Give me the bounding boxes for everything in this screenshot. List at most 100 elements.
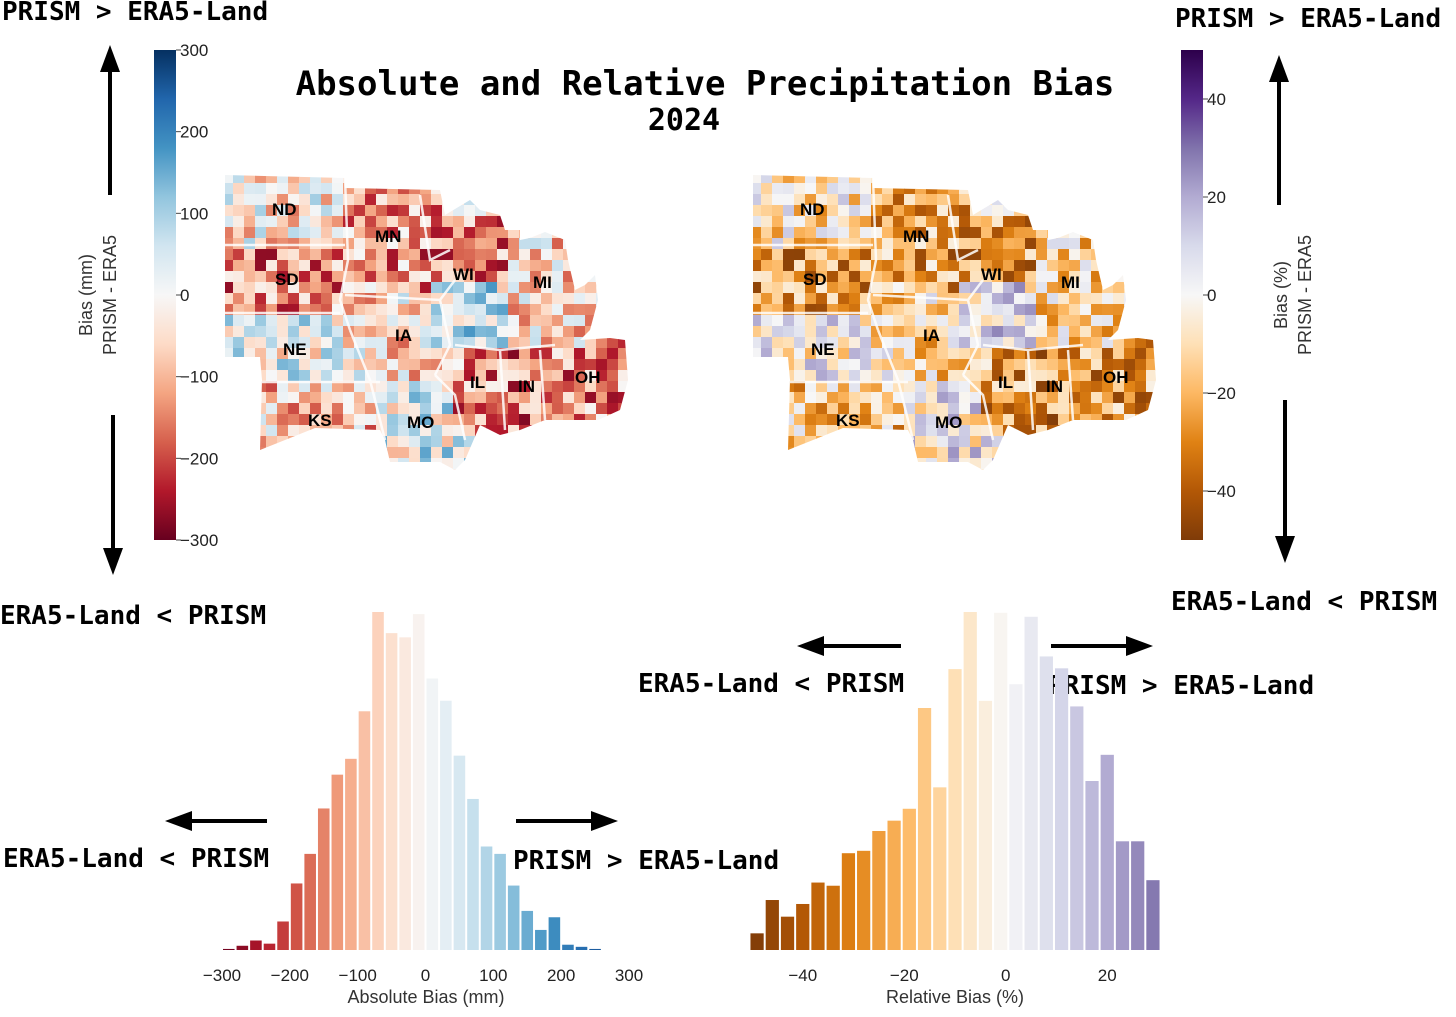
map-cell [354, 381, 366, 393]
map-cell [1036, 205, 1048, 217]
map-cell [299, 205, 311, 217]
map-cell [629, 381, 641, 393]
map-cell [354, 304, 366, 316]
map-cell [1058, 249, 1070, 261]
map-cell [893, 370, 905, 382]
map-cell [607, 381, 619, 393]
map-cell [882, 458, 894, 470]
map-cell [552, 249, 564, 261]
map-cell [882, 359, 894, 371]
map-cell [497, 458, 509, 470]
map-cell [585, 326, 597, 338]
map-cell [1135, 447, 1147, 459]
map-cell [310, 403, 322, 415]
map-cell [753, 392, 762, 404]
map-cell [244, 436, 256, 448]
map-cell [959, 227, 971, 239]
map-cell [244, 304, 256, 316]
map-cell [420, 425, 432, 437]
map-cell [453, 326, 465, 338]
map-cell [915, 425, 927, 437]
map-cell [871, 194, 883, 206]
map-cell [409, 249, 421, 261]
map-cell [618, 216, 628, 228]
map-cell [574, 381, 586, 393]
state-label-mn: MN [903, 227, 929, 246]
map-cell [1135, 403, 1147, 415]
map-cell [959, 392, 971, 404]
map-cell [607, 348, 619, 360]
map-cell [948, 469, 960, 470]
map-cell [1047, 469, 1059, 470]
map-cell [233, 359, 245, 371]
map-cell [299, 304, 311, 316]
map-cell [596, 205, 608, 217]
map-cell [882, 315, 894, 327]
map-cell [882, 447, 894, 459]
map-cell [948, 337, 960, 349]
map-cell [794, 271, 806, 283]
map-cell [1146, 260, 1156, 272]
map-cell [1113, 293, 1125, 305]
map-cell [1025, 469, 1037, 470]
map-cell [904, 414, 916, 426]
map-cell [442, 304, 454, 316]
map-cell [926, 205, 938, 217]
map-cell [233, 194, 245, 206]
map-cell [981, 425, 993, 437]
map-cell [343, 348, 355, 360]
colorbar-rel-tick-label: 20 [1207, 188, 1226, 207]
colorbar-abs-tick-label: −100 [180, 368, 218, 387]
map-cell [1047, 260, 1059, 272]
map-cell [1102, 469, 1114, 470]
map-cell [970, 271, 982, 283]
map-cell [1124, 271, 1136, 283]
map-cell [904, 249, 916, 261]
map-cell [1113, 337, 1125, 349]
map-cell [816, 326, 828, 338]
map-cell [618, 337, 628, 349]
map-cell [486, 227, 498, 239]
map-cell [442, 315, 454, 327]
map-cell [486, 359, 498, 371]
hist-abs-bar [426, 678, 439, 950]
map-cell [772, 260, 784, 272]
map-cell [849, 227, 861, 239]
hist-abs-bar [250, 940, 262, 950]
map-cell [225, 183, 234, 195]
map-cell [827, 447, 839, 459]
map-cell [827, 271, 839, 283]
map-cell [893, 282, 905, 294]
map-cell [618, 436, 628, 448]
map-cell [838, 381, 850, 393]
map-cell [519, 469, 531, 470]
map-cell [354, 293, 366, 305]
map-cell [1047, 271, 1059, 283]
state-label-ia: IA [923, 326, 940, 345]
map-cell [871, 315, 883, 327]
map-cell [552, 337, 564, 349]
map-cell [585, 304, 597, 316]
map-cell [1014, 370, 1026, 382]
map-cell [321, 447, 333, 459]
map-cell [753, 458, 762, 470]
map-cell [1047, 249, 1059, 261]
map-cell [970, 392, 982, 404]
map-cell [607, 282, 619, 294]
map-cell [618, 359, 628, 371]
map-cell [816, 447, 828, 459]
map-cell [805, 337, 817, 349]
map-cell [1113, 370, 1125, 382]
map-cell [475, 359, 487, 371]
map-cell [310, 359, 322, 371]
map-cell [860, 381, 872, 393]
map-cell [761, 175, 773, 184]
map-cell [915, 282, 927, 294]
map-cell [915, 238, 927, 250]
map-cell [1014, 403, 1026, 415]
hist-abs-bar [589, 948, 601, 950]
state-label-ks: KS [308, 411, 332, 430]
map-cell [1058, 337, 1070, 349]
map-cell [1058, 425, 1070, 437]
map-cell [915, 194, 927, 206]
